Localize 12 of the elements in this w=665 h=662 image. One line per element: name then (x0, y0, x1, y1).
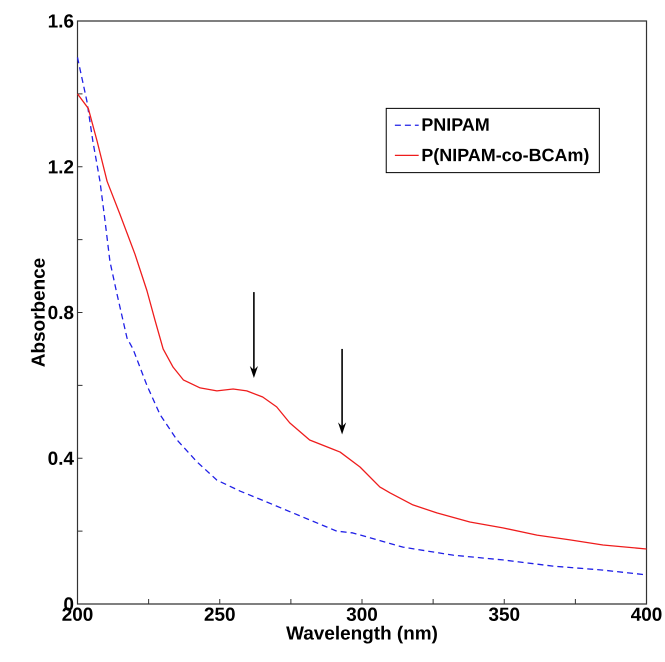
y-axis-title: Absorbence (30, 258, 45, 367)
x-tick-label: 350 (488, 608, 520, 621)
y-tick-label: 0.4 (48, 452, 74, 465)
y-tick-label: 0.8 (48, 306, 74, 320)
x-tick-label: 300 (346, 608, 378, 621)
x-tick-label: 250 (204, 608, 235, 621)
y-tick-label: 1.6 (48, 14, 74, 28)
x-axis-title: Wavelength (nm) (286, 626, 437, 644)
y-tick-label: 1.2 (48, 160, 74, 174)
legend-label: PNIPAM (422, 118, 489, 131)
x-tick-label: 400 (630, 608, 662, 621)
legend-label: P(NIPAM-co-BCAm) (422, 148, 588, 165)
